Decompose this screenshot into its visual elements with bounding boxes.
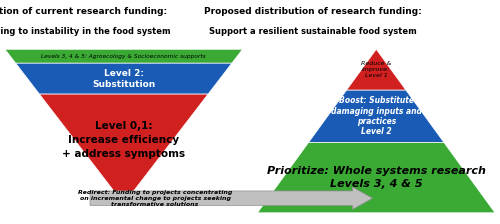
Text: Support a resilient sustainable food system: Support a resilient sustainable food sys… xyxy=(208,27,416,36)
Text: Prioritize: Whole systems research
Levels 3, 4 & 5: Prioritize: Whole systems research Level… xyxy=(267,166,486,189)
Text: Proposed distribution of research funding:: Proposed distribution of research fundin… xyxy=(204,7,422,16)
Text: Contributing to instability in the food system: Contributing to instability in the food … xyxy=(0,27,170,36)
Text: Distribution of current research funding:: Distribution of current research funding… xyxy=(0,7,167,16)
Polygon shape xyxy=(346,49,406,90)
Text: Level 0,1:
Increase efficiency
+ address symptoms: Level 0,1: Increase efficiency + address… xyxy=(62,121,186,159)
Polygon shape xyxy=(258,142,495,213)
FancyArrow shape xyxy=(90,187,372,209)
Polygon shape xyxy=(5,49,242,63)
Text: Levels 3, 4 & 5: Agroecology & Socioeconomic supports: Levels 3, 4 & 5: Agroecology & Socioecon… xyxy=(42,54,206,59)
Text: Level 2:
Substitution: Level 2: Substitution xyxy=(92,69,156,89)
Polygon shape xyxy=(308,90,444,142)
Polygon shape xyxy=(40,94,208,204)
Text: Reduce &
improve:
Level 1: Reduce & improve: Level 1 xyxy=(361,61,392,78)
Text: Redirect: Funding to projects concentrating
on incremental change to projects se: Redirect: Funding to projects concentrat… xyxy=(78,190,232,207)
Text: Boost: Substitute
damaging inputs and
practices
Level 2: Boost: Substitute damaging inputs and pr… xyxy=(331,96,422,136)
Polygon shape xyxy=(16,63,232,94)
